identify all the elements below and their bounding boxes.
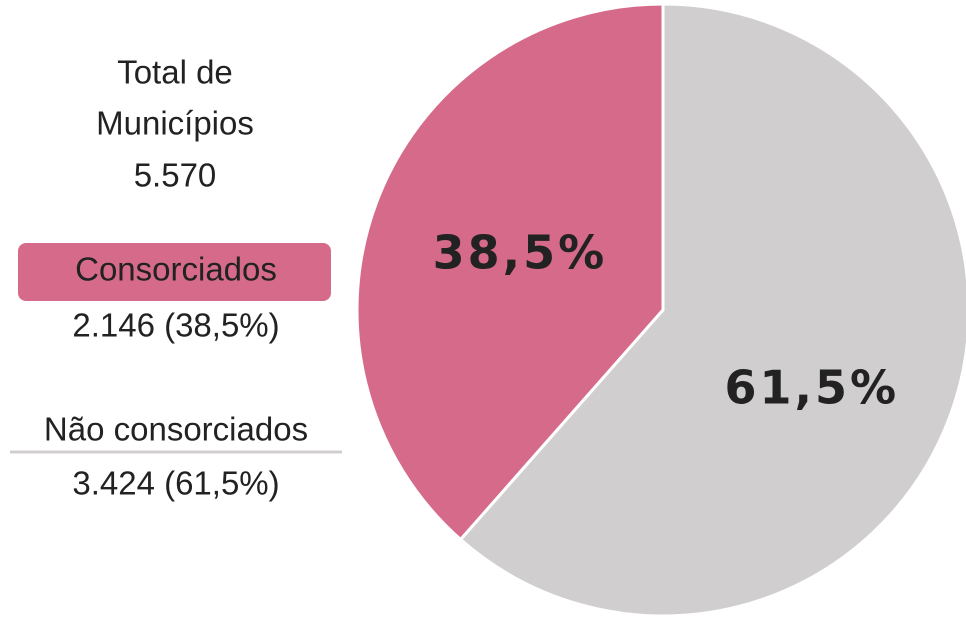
slice-label: 61,5% (725, 361, 900, 415)
legend-label: Consorciados (75, 251, 277, 288)
total-value: 5.570 (134, 157, 217, 194)
pie-slice (355, 2, 665, 542)
legend-detail: 2.146 (38,5%) (72, 307, 279, 344)
total-title: Total de (117, 54, 233, 91)
legend-swatch (18, 243, 331, 301)
legend-detail: 3.424 (61,5%) (72, 465, 279, 502)
legend-label: Não consorciados (44, 411, 308, 448)
pie-slice (458, 2, 966, 618)
total-title: Municípios (96, 105, 254, 142)
slice-label: 38,5% (433, 225, 608, 279)
